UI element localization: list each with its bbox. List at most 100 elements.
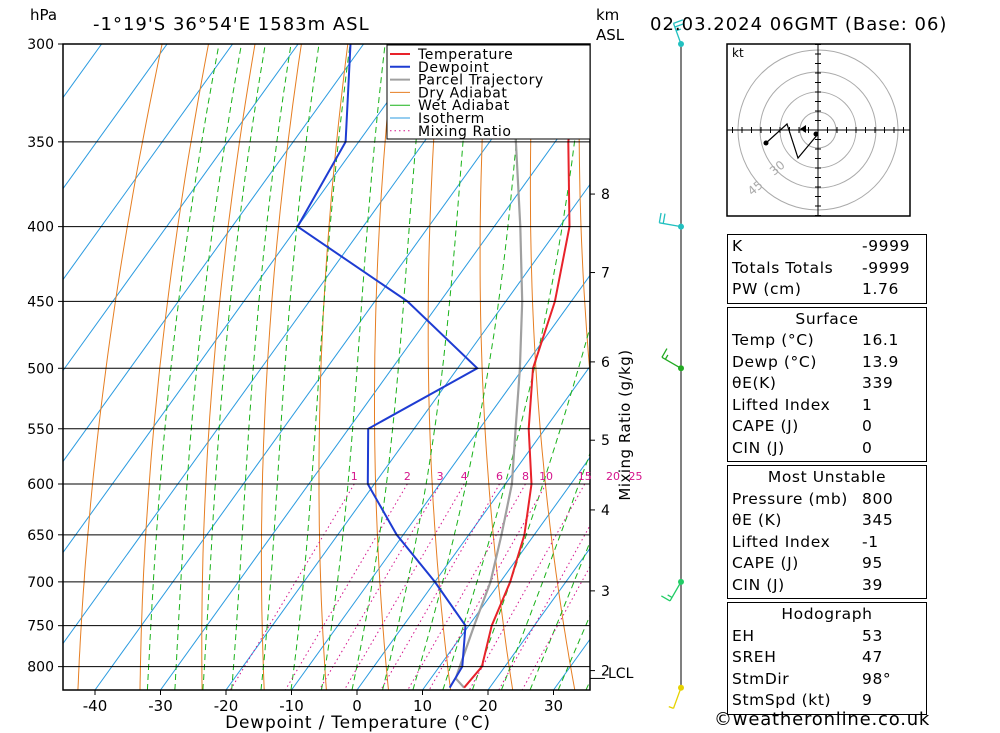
- wind-barb-flag: [667, 594, 673, 599]
- km-tick-label: 5: [601, 433, 610, 449]
- mixing-ratio-label: 20: [606, 470, 620, 483]
- mixing-ratio-label: 1: [351, 470, 358, 483]
- index-value: 13.9: [862, 352, 899, 371]
- index-value: -9999: [862, 237, 911, 255]
- index-label: Pressure (mb): [732, 489, 848, 508]
- dry-adiabat-line: [952, 44, 1000, 690]
- mixing-ratio-label: 3: [437, 470, 444, 483]
- wind-barb-flag: [673, 19, 684, 24]
- index-row: Lifted Index -1: [728, 532, 926, 554]
- copyright[interactable]: ©weatheronline.co.uk: [714, 709, 931, 730]
- mixing-ratio-line: [284, 483, 408, 690]
- mixing-ratio-label: 8: [522, 470, 529, 483]
- dry-adiabat-line: [374, 44, 395, 690]
- index-label: Lifted Index: [732, 395, 831, 414]
- most-unstable-section: Most Unstable Pressure (mb) 800 θE (K) 345 L…: [727, 465, 927, 599]
- index-row: CIN (J) 0: [728, 438, 926, 460]
- index-value: 1: [862, 395, 873, 414]
- km-tick-label: 4: [601, 503, 610, 519]
- general-indices: K -9999 Totals Totals -9999 PW (cm) 1.76: [727, 234, 927, 304]
- pressure-tick-label: 400: [27, 220, 54, 236]
- index-value: 9: [862, 691, 873, 709]
- mixing-ratio-label: 25: [628, 470, 642, 483]
- surface-title: Surface: [795, 309, 859, 328]
- index-value: 0: [862, 438, 873, 457]
- km-tick-label: 8: [601, 187, 610, 203]
- hodograph-unit: kt: [732, 46, 744, 60]
- pressure-tick-label: 700: [27, 575, 54, 591]
- mixing-ratio-line: [318, 483, 441, 690]
- wet-adiabat-line: [260, 44, 320, 690]
- index-label: EH: [732, 626, 755, 645]
- pressure-tick-label: 550: [27, 422, 54, 438]
- index-label: Dewp (°C): [732, 352, 817, 371]
- hodograph-section: Hodograph EH 53 SREH 47 StmDir 98° StmSpd (kt)…: [727, 602, 927, 715]
- dewpoint-line: [296, 44, 479, 689]
- dry-adiabat-line: [77, 44, 163, 690]
- index-value: 345: [862, 511, 894, 529]
- dry-adiabat-line: [201, 44, 256, 690]
- temperature-tick-label: -10: [279, 697, 304, 715]
- wind-barb-staff: [669, 581, 682, 602]
- location-title: -1°19'S 36°54'E 1583m ASL: [93, 14, 370, 35]
- index-row: θE (K) 345: [728, 510, 926, 532]
- index-row: θE(K) 339: [728, 373, 926, 395]
- mixing-ratio-label: 15: [578, 470, 592, 483]
- wet-adiabat-line: [412, 44, 526, 690]
- wind-profile: [658, 19, 685, 709]
- indices-panel: K -9999 Totals Totals -9999 PW (cm) 1.76 Surf…: [727, 234, 927, 718]
- index-row: CIN (J) 39: [728, 575, 926, 597]
- index-row: Dewp (°C) 13.9: [728, 352, 926, 374]
- pressure-tick-label: 300: [27, 37, 54, 53]
- legend-box: [386, 44, 591, 140]
- index-label: K: [732, 237, 743, 255]
- index-label: CIN (J): [732, 438, 785, 457]
- dry-adiabat-line: [578, 44, 590, 379]
- isotherm-line: [63, 44, 234, 281]
- index-value: -9999: [862, 258, 911, 277]
- wet-adiabat-line: [174, 44, 242, 690]
- dry-adiabat-line: [529, 44, 576, 690]
- isotherm-line: [63, 44, 365, 463]
- temperature-tick-label: 10: [413, 697, 432, 715]
- mixing-ratio-line: [521, 565, 590, 690]
- wind-barb-staff: [659, 222, 682, 228]
- dry-adiabat-line: [427, 44, 452, 690]
- mixing-ratio-line: [343, 483, 465, 690]
- index-label: PW (cm): [732, 280, 802, 298]
- index-row: Temp (°C) 16.1: [728, 330, 926, 352]
- index-row: EH 53: [728, 626, 926, 648]
- x-axis-label: Dewpoint / Temperature (°C): [225, 713, 491, 733]
- wet-adiabat-line: [231, 44, 292, 690]
- mixing-ratio-label: 2: [404, 470, 411, 483]
- temperature-tick-label: 0: [352, 697, 362, 715]
- pressure-tick-label: 650: [27, 528, 54, 544]
- pressure-tick-label: 500: [27, 361, 54, 377]
- pressure-tick-label: 600: [27, 477, 54, 493]
- mixing-ratio-label: 4: [461, 470, 468, 483]
- index-row: PW (cm) 1.76: [728, 279, 926, 301]
- index-label: CIN (J): [732, 575, 785, 594]
- wet-adiabat-line: [202, 44, 266, 690]
- hpa-unit-label: hPa: [30, 6, 57, 24]
- index-label: StmDir: [732, 669, 790, 688]
- pressure-tick-label: 750: [27, 619, 54, 635]
- mixing-ratio-line: [498, 524, 590, 690]
- km-tick-label: 7: [601, 266, 610, 282]
- index-row: Totals Totals -9999: [728, 258, 926, 280]
- wet-adiabat-line: [471, 325, 590, 690]
- temperature-tick-label: -20: [214, 697, 239, 715]
- index-row: StmSpd (kt) 9: [728, 690, 926, 712]
- wet-adiabat-line: [320, 44, 386, 690]
- parcel-trajectory-line: [454, 44, 524, 689]
- index-row: CAPE (J) 95: [728, 553, 926, 575]
- index-value: 0: [862, 417, 873, 435]
- index-value: -1: [862, 532, 879, 551]
- temperature-tick-label: -40: [83, 697, 108, 715]
- pressure-tick-label: 800: [27, 660, 54, 676]
- isotherm-line: [63, 44, 430, 554]
- hodograph-point: [763, 140, 769, 146]
- index-value: 800: [862, 489, 894, 508]
- hodograph-trace: [765, 122, 819, 160]
